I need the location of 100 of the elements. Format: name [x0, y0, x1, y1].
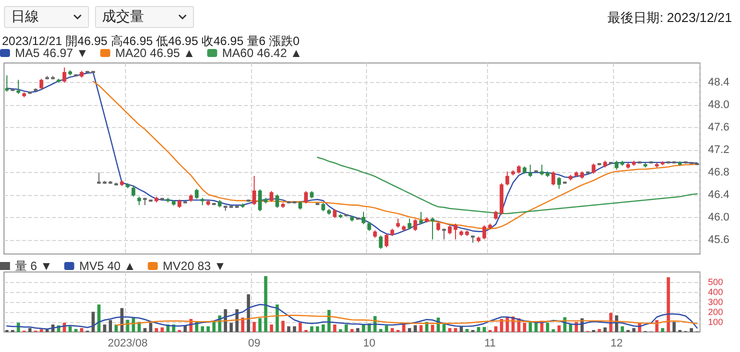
bar — [160, 327, 164, 332]
bar — [310, 326, 314, 332]
bar — [252, 322, 256, 332]
candlestick — [408, 218, 412, 230]
candlestick — [482, 224, 486, 240]
bar — [270, 324, 274, 332]
bar — [408, 328, 412, 332]
bar — [448, 328, 452, 332]
bar — [68, 326, 72, 332]
candlestick — [413, 218, 418, 232]
bar — [92, 312, 95, 332]
bar — [603, 327, 607, 332]
candlestick — [40, 78, 44, 90]
x-tick-label: 12 — [610, 338, 623, 350]
bar — [154, 328, 158, 332]
bar — [494, 326, 498, 332]
candlestick — [592, 163, 596, 174]
text: 成交量 — [102, 8, 144, 26]
bar — [40, 329, 43, 332]
legend-label: MA20 46.95 ▲ — [115, 46, 196, 60]
y-tick-label: 46.4 — [708, 189, 730, 202]
bar — [333, 324, 336, 332]
x-tick-label: 2023/08 — [108, 338, 148, 350]
bar — [28, 328, 32, 332]
bar — [200, 326, 204, 332]
candlestick — [362, 211, 366, 225]
bar — [80, 328, 84, 332]
x-tick-label: 09 — [248, 338, 260, 350]
legend-label: MV20 83 ▼ — [162, 259, 226, 273]
candlestick — [275, 194, 280, 208]
bar — [264, 276, 268, 332]
bar — [632, 328, 636, 332]
bar — [350, 329, 354, 332]
y-tick-label: 500 — [708, 277, 724, 287]
bar — [620, 326, 624, 332]
bar — [574, 322, 578, 332]
bar — [126, 320, 130, 332]
bar — [103, 324, 106, 332]
candlestick — [557, 176, 561, 190]
bar — [476, 327, 480, 332]
bar — [258, 318, 262, 332]
bar — [690, 328, 693, 332]
bar — [552, 329, 555, 332]
candlestick — [132, 186, 136, 198]
y-tick-label: 47.2 — [708, 144, 730, 156]
line-series — [316, 156, 698, 214]
candlestick — [528, 164, 532, 178]
bar — [482, 327, 486, 332]
bar — [344, 324, 348, 332]
line-series — [92, 80, 698, 230]
bar — [241, 318, 244, 332]
bar — [419, 325, 423, 332]
bar — [454, 328, 458, 332]
candlestick — [505, 170, 510, 186]
y-tick-label: 300 — [708, 297, 724, 307]
bar — [322, 324, 325, 332]
y-tick-label: 200 — [708, 307, 724, 317]
bar — [356, 328, 360, 332]
bar — [138, 322, 141, 332]
bar — [230, 322, 233, 332]
candlestick — [430, 216, 434, 240]
y-tick-label: 46.0 — [708, 211, 730, 224]
text: 最後日期: 2023/12/21 — [608, 9, 732, 27]
bar — [390, 328, 394, 332]
bar — [276, 304, 279, 332]
y-tick-label: 100 — [708, 317, 724, 327]
bar — [598, 329, 601, 332]
bar — [384, 325, 388, 332]
bar — [425, 322, 428, 332]
bar — [557, 325, 561, 332]
bar — [528, 322, 532, 332]
bar — [108, 320, 112, 332]
candlestick — [384, 233, 388, 248]
y-tick-label: 48.4 — [708, 76, 730, 89]
bar — [465, 329, 469, 332]
bar — [212, 322, 216, 332]
x-tick-label: 10 — [363, 338, 376, 350]
candlestick — [270, 190, 274, 202]
candlestick — [258, 188, 262, 212]
bar — [206, 326, 210, 332]
candlestick — [194, 188, 199, 200]
bar — [338, 329, 342, 332]
candlestick — [419, 211, 423, 225]
y-tick-label: 400 — [708, 287, 724, 297]
bar — [149, 322, 152, 332]
bar — [298, 322, 302, 332]
x-tick-label: 11 — [484, 338, 496, 350]
bar — [442, 324, 446, 332]
bar — [661, 328, 664, 332]
bar — [414, 325, 417, 332]
line-series — [6, 72, 698, 236]
candlestick — [442, 228, 446, 240]
candlestick — [62, 66, 66, 84]
y-tick-label: 45.6 — [708, 234, 730, 246]
y-tick-label: 48.0 — [708, 99, 730, 112]
bar — [379, 329, 382, 332]
legend-label: MV5 40 ▲ — [79, 259, 136, 273]
legend-label: MA5 46.97 ▼ — [15, 46, 88, 60]
bar — [430, 324, 434, 332]
candlestick — [252, 175, 256, 206]
